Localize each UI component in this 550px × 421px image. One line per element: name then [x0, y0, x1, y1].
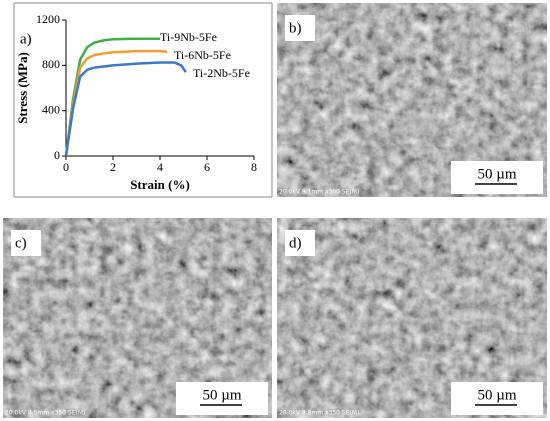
sem-info: 20.0kV 8.8mm x350 SE(M) — [279, 410, 359, 417]
panel-label: c) — [15, 235, 27, 251]
chart-frame — [13, 2, 273, 198]
series-line — [64, 61, 187, 157]
y-tick-label: 800 — [42, 57, 60, 71]
x-tick-label: 4 — [157, 160, 163, 174]
y-axis-label: Stress (MPa) — [15, 52, 30, 124]
panel-label: b) — [289, 20, 302, 36]
x-tick-label: 6 — [204, 160, 210, 174]
y-tick-label: 0 — [54, 148, 60, 162]
panel-label-box — [285, 230, 315, 256]
scale-bar-label: 50 µm — [202, 387, 241, 403]
sem-info: 20.0kV 9.1mm x300 SE(M) — [279, 189, 359, 196]
scale-bar-box — [451, 382, 543, 415]
sem-info: 20.0kV 8.5mm x350 SE(M) — [5, 410, 85, 417]
x-axis-label: Strain (%) — [130, 177, 190, 192]
series-label: Ti-6Nb-5Fe — [174, 48, 231, 62]
series-label: Ti-2Nb-5Fe — [193, 66, 250, 80]
series-label: Ti-9Nb-5Fe — [160, 30, 217, 44]
scale-bar-box — [176, 382, 268, 415]
y-tick-label: 400 — [42, 102, 60, 116]
y-tick-label: 1200 — [36, 12, 60, 26]
panel-label-box — [11, 230, 41, 256]
x-tick-label: 2 — [110, 160, 116, 174]
series-line — [64, 49, 168, 157]
scale-bar-label: 50 µm — [477, 387, 516, 403]
panel-label: a) — [20, 31, 32, 47]
x-tick-label: 8 — [251, 160, 257, 174]
x-tick-label: 0 — [63, 160, 69, 174]
scale-bar-box — [451, 161, 543, 194]
scale-bar-label: 50 µm — [477, 166, 516, 182]
panel-label: d) — [289, 235, 302, 251]
panel-label-box — [285, 15, 315, 41]
